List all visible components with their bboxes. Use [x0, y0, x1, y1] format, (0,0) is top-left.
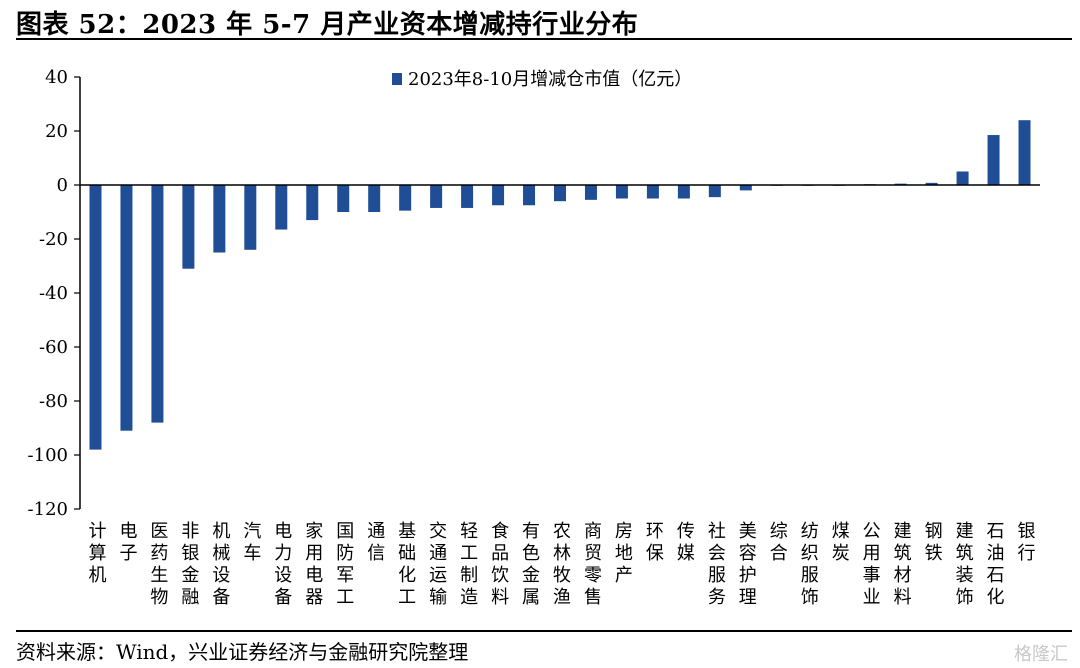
bar-家用电器: [306, 185, 319, 221]
bar-银行: [1018, 120, 1031, 185]
bar-交通运输: [430, 185, 443, 208]
category-label: 交通运输: [429, 521, 447, 608]
category-label: 传媒: [677, 521, 695, 564]
category-label: 钢铁: [925, 521, 943, 564]
watermark-logo: 格隆汇: [1014, 644, 1068, 665]
category-label: 纺织服饰: [801, 521, 819, 608]
y-tick-label: 0: [57, 175, 68, 196]
bar-医药生物: [151, 185, 164, 423]
bar-机械设备: [213, 185, 226, 253]
category-label: 环保: [646, 521, 664, 564]
category-label: 家用电器: [305, 521, 323, 608]
bar-电力设备: [275, 185, 288, 230]
category-label: 石油石化: [987, 521, 1005, 608]
bar-美容护理: [739, 185, 752, 191]
category-label: 房地产: [615, 521, 633, 586]
legend-label: 2023年8-10月增减仓市值（亿元）: [408, 69, 692, 90]
bar-农林牧渔: [554, 185, 566, 202]
bar-有色金属: [523, 185, 536, 206]
category-label: 农林牧渔: [553, 521, 571, 608]
category-label: 电力设备: [274, 521, 292, 608]
bar-通信: [368, 185, 381, 212]
category-label: 国防军工: [336, 521, 354, 608]
category-label: 轻工制造: [460, 521, 478, 608]
bar-房地产: [615, 185, 628, 199]
bar-基础化工: [399, 185, 412, 211]
bar-建筑装饰: [956, 171, 969, 185]
bar-非银金融: [182, 185, 195, 269]
category-label: 建筑材料: [894, 521, 912, 608]
bar-石油石化: [987, 135, 1000, 185]
bar-钢铁: [925, 182, 938, 185]
category-label: 有色金属: [522, 521, 540, 608]
category-label: 综合: [770, 521, 788, 564]
bar-电子: [120, 185, 133, 431]
y-tick-label: -120: [28, 499, 68, 520]
category-label: 银行: [1018, 521, 1036, 564]
bar-汽车: [244, 185, 257, 250]
category-label: 社会服务: [708, 521, 726, 608]
category-label: 电子: [119, 521, 137, 564]
chart-title: 图表 52：2023 年 5-7 月产业资本增减持行业分布: [16, 10, 639, 40]
bar-环保: [646, 185, 659, 199]
category-label: 建筑装饰: [956, 521, 974, 608]
y-tick-label: -100: [28, 445, 68, 466]
category-label: 美容护理: [739, 521, 757, 608]
category-label: 煤炭: [832, 521, 850, 564]
category-label: 汽车: [243, 521, 261, 564]
y-tick-label: 40: [45, 67, 68, 88]
bar-chart: 40 20 0 -20 -40 -60 -80 -100 -120 计算机电子医药生物非银金融机械…: [28, 67, 1040, 608]
category-label: 非银金融: [181, 521, 199, 608]
category-label: 通信: [367, 521, 385, 564]
y-tick-label: -40: [39, 283, 68, 304]
bar-食品饮料: [492, 185, 505, 206]
y-tick-label: -60: [39, 337, 68, 358]
bar-传媒: [677, 185, 690, 199]
category-label: 计算机: [88, 521, 106, 586]
y-tick-label: 20: [45, 121, 68, 142]
category-label: 机械设备: [212, 521, 230, 608]
title-rule: [16, 38, 1072, 40]
legend-swatch: [392, 73, 402, 85]
y-tick-label: -80: [39, 391, 68, 412]
y-tick-label: -20: [39, 229, 68, 250]
category-label: 公用事业: [863, 521, 881, 608]
category-label: 食品饮料: [491, 521, 509, 608]
category-label: 商贸零售: [584, 521, 602, 608]
bar-国防军工: [337, 185, 350, 212]
footer-rule: [16, 630, 1072, 632]
bar-计算机: [89, 185, 102, 450]
bar-社会服务: [708, 185, 721, 198]
source-note: 资料来源：Wind，兴业证券经济与金融研究院整理: [16, 640, 469, 664]
category-label: 医药生物: [150, 521, 168, 608]
bar-商贸零售: [584, 185, 597, 200]
bar-轻工制造: [461, 185, 474, 208]
category-label: 基础化工: [398, 521, 416, 608]
